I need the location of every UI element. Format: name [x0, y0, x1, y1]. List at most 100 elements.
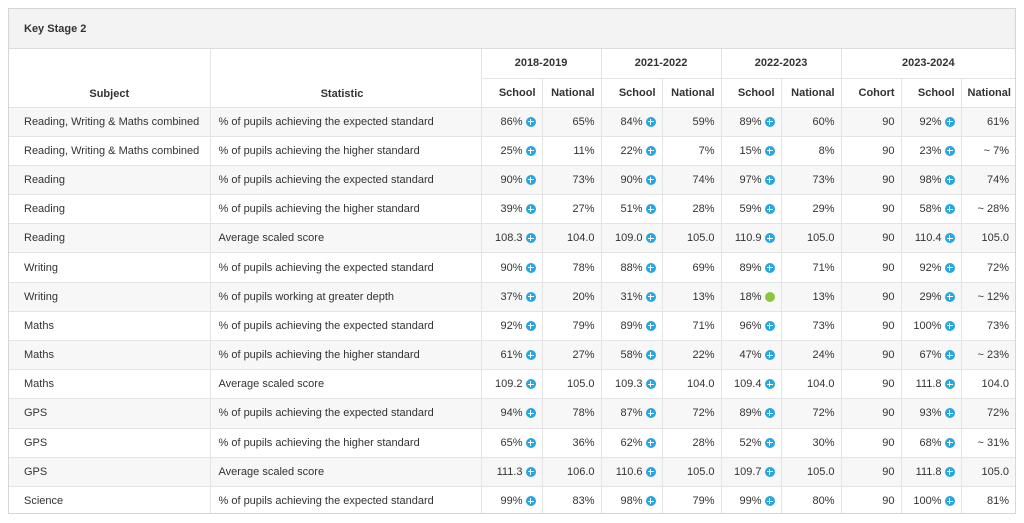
- school-value: 108.3: [494, 232, 523, 245]
- plus-circle-icon[interactable]: [944, 145, 955, 156]
- plus-circle-icon[interactable]: [764, 320, 775, 331]
- school-value: 88%: [620, 261, 643, 274]
- cohort-value-cell: 90: [840, 339, 902, 371]
- plus-circle-icon[interactable]: [525, 291, 536, 302]
- school-value-cell: 110.4: [900, 223, 962, 254]
- school-value-cell: 25%: [480, 135, 543, 166]
- plus-circle-icon[interactable]: [645, 116, 656, 127]
- subject-cell: Maths: [9, 339, 211, 371]
- plus-circle-icon[interactable]: [645, 291, 656, 302]
- statistic-cell: % of pupils working at greater depth: [209, 281, 482, 312]
- plus-circle-icon[interactable]: [944, 408, 955, 419]
- cohort-value-cell: 90: [840, 164, 902, 196]
- plus-circle-icon[interactable]: [764, 466, 775, 477]
- plus-circle-icon[interactable]: [944, 116, 955, 127]
- cohort-value-cell: 90: [840, 398, 902, 429]
- plus-circle-icon[interactable]: [764, 408, 775, 419]
- plus-circle-icon[interactable]: [764, 204, 775, 215]
- school-value-cell: 109.0: [600, 223, 663, 254]
- plus-circle-icon[interactable]: [944, 262, 955, 273]
- plus-circle-icon[interactable]: [944, 496, 955, 507]
- plus-circle-icon[interactable]: [525, 437, 536, 448]
- national-value-cell: 74%: [661, 164, 722, 196]
- plus-circle-icon[interactable]: [645, 496, 656, 507]
- school-value-cell: 51%: [600, 194, 663, 225]
- plus-circle-icon[interactable]: [645, 350, 656, 361]
- plus-circle-icon[interactable]: [645, 204, 656, 215]
- national-value-cell: 61%: [960, 106, 1015, 137]
- plus-circle-icon[interactable]: [764, 233, 775, 244]
- plus-circle-icon[interactable]: [525, 262, 536, 273]
- national-value-cell: 60%: [780, 106, 842, 137]
- plus-circle-icon[interactable]: [764, 145, 775, 156]
- plus-circle-icon[interactable]: [645, 408, 656, 419]
- national-value-cell: 27%: [541, 339, 602, 371]
- school-value: 110.6: [615, 465, 643, 478]
- school-value: 109.0: [614, 232, 643, 245]
- plus-circle-icon[interactable]: [764, 379, 775, 390]
- plus-circle-icon[interactable]: [525, 496, 536, 507]
- school-value: 109.3: [614, 378, 643, 391]
- plus-circle-icon[interactable]: [944, 466, 955, 477]
- plus-circle-icon[interactable]: [645, 466, 656, 477]
- school-value-cell: 89%: [720, 252, 782, 283]
- plus-circle-icon[interactable]: [525, 320, 536, 331]
- school-value: 90%: [500, 261, 523, 274]
- plus-circle-icon[interactable]: [645, 233, 656, 244]
- school-value: 97%: [739, 173, 762, 186]
- plus-circle-icon[interactable]: [645, 379, 656, 390]
- school-value: 90%: [500, 173, 523, 186]
- school-value: 31%: [620, 290, 643, 303]
- plus-circle-icon[interactable]: [525, 350, 536, 361]
- school-value-cell: 90%: [600, 164, 663, 196]
- cohort-value-cell: 90: [840, 310, 902, 342]
- plus-circle-icon[interactable]: [764, 262, 775, 273]
- plus-circle-icon[interactable]: [944, 320, 955, 331]
- cohort-value-cell: 90: [840, 281, 902, 312]
- plus-circle-icon[interactable]: [645, 262, 656, 273]
- plus-circle-icon[interactable]: [525, 116, 536, 127]
- plus-circle-icon[interactable]: [764, 350, 775, 361]
- school-value-cell: 88%: [600, 252, 663, 283]
- plus-circle-icon[interactable]: [944, 174, 955, 185]
- plus-circle-icon[interactable]: [525, 408, 536, 419]
- plus-circle-icon[interactable]: [944, 233, 955, 244]
- plus-circle-icon[interactable]: [944, 204, 955, 215]
- plus-circle-icon[interactable]: [525, 233, 536, 244]
- plus-circle-icon[interactable]: [645, 145, 656, 156]
- plus-circle-icon[interactable]: [645, 174, 656, 185]
- national-value-cell: 24%: [780, 339, 842, 371]
- school-value: 23%: [919, 144, 942, 157]
- plus-circle-icon[interactable]: [944, 350, 955, 361]
- plus-circle-icon[interactable]: [645, 320, 656, 331]
- statistic-cell: % of pupils achieving the expected stand…: [209, 164, 482, 196]
- plus-circle-icon[interactable]: [764, 174, 775, 185]
- plus-circle-icon[interactable]: [525, 466, 536, 477]
- school-value: 109.7: [734, 465, 762, 478]
- plus-circle-icon[interactable]: [944, 437, 955, 448]
- national-value-cell: 28%: [661, 427, 722, 458]
- plus-circle-icon[interactable]: [525, 379, 536, 390]
- school-value: 62%: [620, 436, 643, 449]
- statistic-cell: Average scaled score: [209, 369, 482, 400]
- similar-indicator-icon[interactable]: [764, 291, 775, 302]
- plus-circle-icon[interactable]: [764, 116, 775, 127]
- table-row: Science% of pupils achieving the expecte…: [9, 485, 1015, 513]
- plus-circle-icon[interactable]: [525, 145, 536, 156]
- statistic-cell: Average scaled score: [209, 456, 482, 487]
- plus-circle-icon[interactable]: [944, 379, 955, 390]
- plus-circle-icon[interactable]: [525, 174, 536, 185]
- plus-circle-icon[interactable]: [764, 437, 775, 448]
- plus-circle-icon[interactable]: [645, 437, 656, 448]
- plus-circle-icon[interactable]: [525, 204, 536, 215]
- school-value-cell: 110.9: [720, 223, 782, 254]
- plus-circle-icon[interactable]: [764, 496, 775, 507]
- national-value-cell: 105.0: [780, 223, 842, 254]
- school-value-cell: 96%: [720, 310, 782, 342]
- school-value-cell: 84%: [600, 106, 663, 137]
- table-row: Reading, Writing & Maths combined% of pu…: [9, 106, 1015, 137]
- school-value-cell: 93%: [900, 398, 962, 429]
- school-value-cell: 100%: [900, 485, 962, 513]
- subject-cell: GPS: [9, 398, 211, 429]
- plus-circle-icon[interactable]: [944, 291, 955, 302]
